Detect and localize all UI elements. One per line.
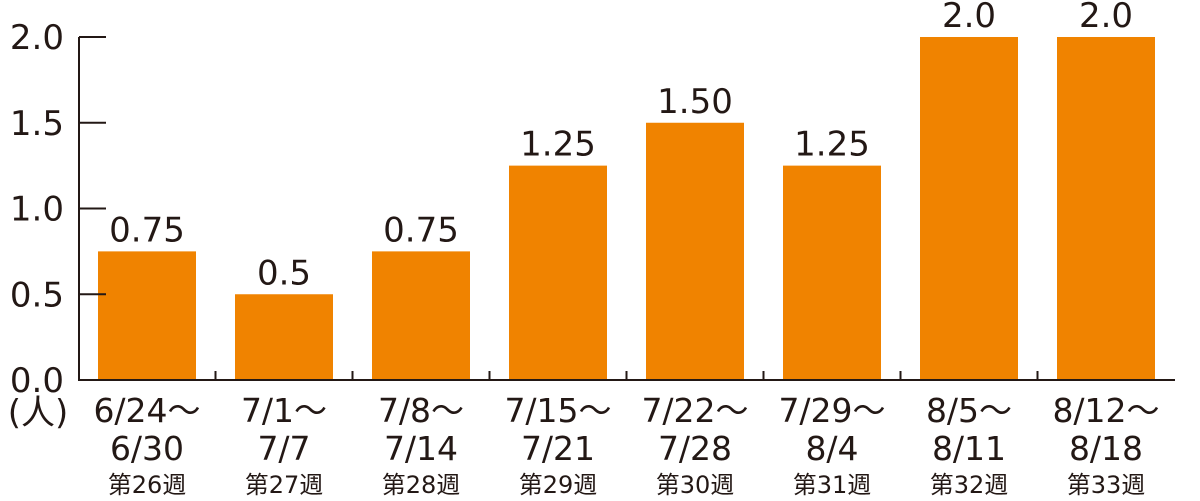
x-tick-label: 第27週 [245, 471, 324, 499]
x-tick-label: 6/30 [110, 429, 184, 468]
x-tick-label: 第33週 [1067, 471, 1146, 499]
data-label: 2.0 [1079, 0, 1133, 36]
bar [920, 37, 1018, 380]
data-label: 0.75 [383, 210, 459, 250]
y-tick-label: 1.5 [10, 104, 64, 144]
x-tick-label: 7/22〜 [641, 391, 748, 430]
x-tick-label: 8/5〜 [926, 391, 1012, 430]
x-tick-label: 第26週 [108, 471, 187, 499]
bar [783, 165, 881, 380]
x-tick-label: 7/28 [658, 429, 732, 468]
data-label: 1.50 [657, 82, 733, 122]
x-tick-label: 第31週 [793, 471, 872, 499]
x-tick-label: 7/14 [384, 429, 458, 468]
x-tick-label: 7/29〜 [778, 391, 885, 430]
y-tick-label: 2.0 [10, 18, 64, 58]
x-tick-label: 第30週 [656, 471, 735, 499]
x-tick-label: 7/15〜 [504, 391, 611, 430]
bar [509, 165, 607, 380]
x-tick-label: 7/7 [257, 429, 310, 468]
x-tick-label: 8/18 [1069, 429, 1143, 468]
bar [646, 122, 744, 380]
x-tick-label: 7/21 [521, 429, 595, 468]
x-tick-label: 第29週 [519, 471, 598, 499]
x-tick-label: 第28週 [382, 471, 461, 499]
x-tick-label: 8/11 [932, 429, 1006, 468]
y-tick-label: 0.0 [10, 361, 64, 401]
data-label: 0.75 [109, 210, 185, 250]
data-label: 2.0 [942, 0, 996, 36]
x-tick-label: 8/4 [805, 429, 858, 468]
bar [235, 294, 333, 380]
bar [1057, 37, 1155, 380]
x-tick-label: 7/1〜 [241, 391, 327, 430]
bar [98, 251, 196, 380]
x-tick-label: 第32週 [930, 471, 1009, 499]
data-label: 0.5 [257, 253, 311, 293]
data-label: 1.25 [520, 125, 596, 165]
y-axis-label: (人) [8, 393, 69, 433]
x-tick-label: 8/12〜 [1052, 391, 1159, 430]
bar [372, 251, 470, 380]
y-tick-label: 1.0 [10, 190, 64, 230]
x-tick-label: 7/8〜 [378, 391, 464, 430]
y-tick-label: 0.5 [10, 275, 64, 315]
data-label: 1.25 [794, 125, 870, 165]
x-tick-label: 6/24〜 [93, 391, 200, 430]
